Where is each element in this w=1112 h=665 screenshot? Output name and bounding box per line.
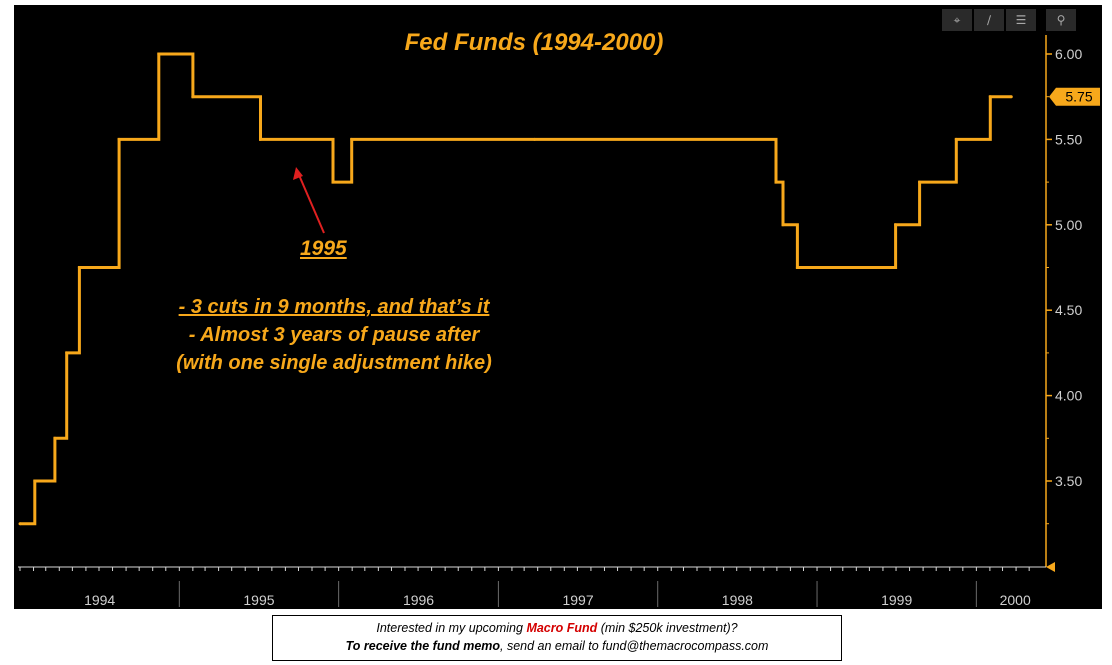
data-point xyxy=(65,351,69,355)
data-point xyxy=(954,137,958,141)
data-point xyxy=(259,137,263,141)
annotation-arrowhead-icon xyxy=(293,167,303,180)
note-line-2: - Almost 3 years of pause after xyxy=(188,324,480,346)
memo-line-2-bold: To receive the fund memo xyxy=(345,639,501,653)
y-tick-label-5.00: 5.00 xyxy=(1055,217,1082,233)
data-point xyxy=(117,137,121,141)
y-tick-label-6.00: 6.00 xyxy=(1055,46,1082,62)
x-tick-label-1997: 1997 xyxy=(562,592,593,608)
data-point xyxy=(33,479,37,483)
chart-title: Fed Funds (1994-2000) xyxy=(404,29,664,56)
y-tick-label-4.00: 4.00 xyxy=(1055,388,1082,404)
zoom-icon[interactable]: ⚲ xyxy=(1046,9,1076,31)
y-tick-label-5.50: 5.50 xyxy=(1055,131,1082,147)
note-annotation: - 3 cuts in 9 months, and that’s it - Al… xyxy=(154,293,514,377)
last-value-badge xyxy=(1049,87,1100,106)
crosshair-icon[interactable]: ⌖ xyxy=(942,9,972,31)
fed-funds-step-line xyxy=(20,52,1012,526)
x-tick-label-1998: 1998 xyxy=(722,592,753,608)
data-point xyxy=(918,180,922,184)
x-tick-label-1995: 1995 xyxy=(243,592,274,608)
fund-memo-box: Interested in my upcoming Macro Fund (mi… xyxy=(272,615,842,661)
data-point xyxy=(18,522,22,526)
chart-canvas: 3.50 4.00 4.50 5.00 5.50 6.00 1994 1995 1996 1997… xyxy=(18,35,1100,608)
chart-toolbar: ⌖ ∕ ☰ xyxy=(942,9,1036,31)
data-point xyxy=(781,223,785,227)
memo-line-1-suffix: (min $250k investment)? xyxy=(597,621,738,635)
data-point xyxy=(894,223,898,227)
y-axis-arrow-icon xyxy=(1046,562,1055,572)
chart-panel: 3.50 4.00 4.50 5.00 5.50 6.00 1994 1995 1996 1997… xyxy=(14,5,1102,609)
y-tick-label-4.50: 4.50 xyxy=(1055,302,1082,318)
x-tick-label-1999: 1999 xyxy=(881,592,912,608)
table-view-icon[interactable]: ☰ xyxy=(1006,9,1036,31)
note-line-1: - 3 cuts in 9 months, and that’s it xyxy=(178,296,490,318)
chart-toolbar-zoom: ⚲ xyxy=(1046,9,1076,31)
data-point xyxy=(533,137,537,141)
data-point xyxy=(1009,95,1013,99)
macro-fund-highlight: Macro Fund xyxy=(526,621,598,635)
x-tick-label-1994: 1994 xyxy=(84,592,115,608)
year-annotation: 1995 xyxy=(300,237,347,260)
data-point xyxy=(774,180,778,184)
draw-pencil-icon[interactable]: ∕ xyxy=(974,9,1004,31)
x-tick-label-2000: 2000 xyxy=(1000,592,1031,608)
data-point xyxy=(350,137,354,141)
memo-line-1-prefix: Interested in my upcoming xyxy=(376,621,527,635)
y-tick-label-3.50: 3.50 xyxy=(1055,473,1082,489)
last-value-label: 5.75 xyxy=(1065,89,1092,105)
data-point xyxy=(795,266,799,269)
annotation-arrow-line xyxy=(298,174,325,234)
data-point xyxy=(191,95,195,99)
memo-line-2: To receive the fund memo, send an email … xyxy=(273,637,841,655)
x-tick-label-1996: 1996 xyxy=(403,592,434,608)
data-point xyxy=(331,180,335,184)
data-point xyxy=(77,266,81,269)
memo-line-2-rest[interactable]: , send an email to fund@themacrocompass.… xyxy=(500,639,769,653)
memo-line-1: Interested in my upcoming Macro Fund (mi… xyxy=(273,619,841,637)
data-point xyxy=(157,52,161,56)
note-line-3: (with one single adjustment hike) xyxy=(176,352,492,374)
data-point xyxy=(988,95,992,99)
data-point xyxy=(53,436,57,440)
